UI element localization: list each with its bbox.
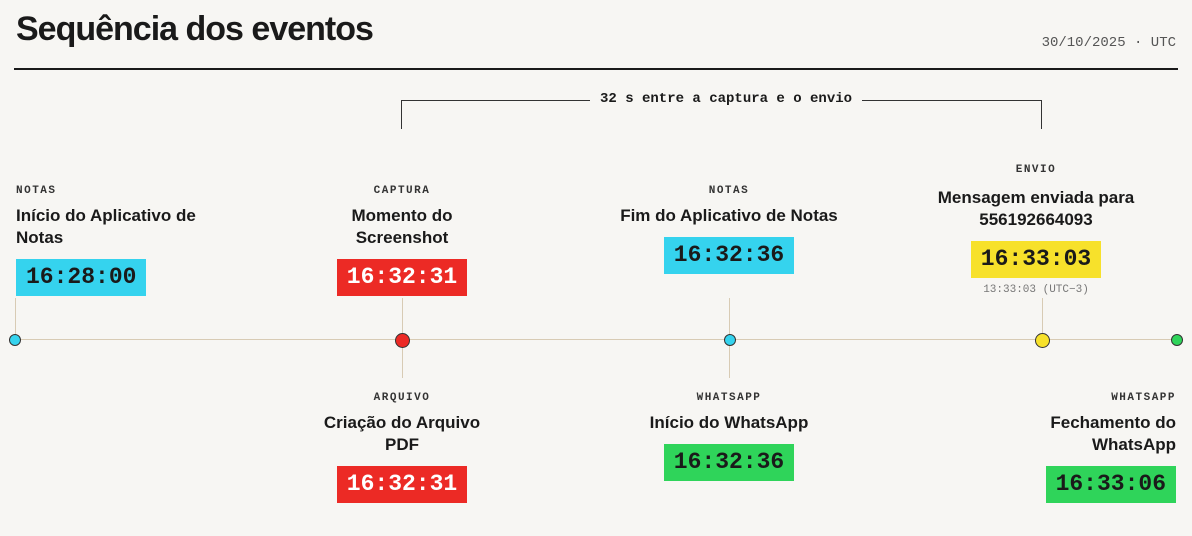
event-name: Fim do Aplicativo de Notas: [620, 206, 838, 225]
event-time: 16:28:00: [16, 259, 147, 296]
event-time: 16:32:36: [663, 237, 795, 274]
stem-whatsapp-start: [729, 340, 730, 378]
page-title: Sequência dos eventos: [16, 10, 374, 48]
event-name: Mensagem enviada para 556192664093: [937, 188, 1135, 229]
event-captura: CAPTURA Momento do Screenshot 16:32:31: [292, 185, 512, 296]
event-category: ARQUIVO: [373, 392, 431, 404]
stem-captura-bottom: [402, 340, 403, 378]
stem-envio: [1042, 298, 1043, 339]
event-whatsapp-end: WHATSAPP Fechamento do WhatsApp 16:33:06: [996, 392, 1176, 503]
dot-notas-start: [9, 334, 21, 346]
event-category: NOTAS: [16, 185, 57, 197]
event-name: Momento do Screenshot: [351, 206, 453, 247]
event-category: CAPTURA: [373, 185, 431, 197]
dot-notas-end: [724, 334, 736, 346]
event-name: Fechamento do WhatsApp: [1050, 413, 1176, 454]
stem-notas-start: [15, 298, 16, 339]
event-time: 16:32:36: [663, 444, 795, 481]
event-category: WHATSAPP: [696, 392, 762, 404]
header-rule: [14, 68, 1178, 70]
timeline-axis: [14, 339, 1178, 340]
stem-notas-end: [729, 298, 730, 339]
event-time: 16:33:03: [970, 241, 1102, 278]
event-name: Criação do Arquivo PDF: [323, 413, 481, 454]
dot-envio: [1035, 333, 1050, 348]
interval-label: 32 s entre a captura e o envio: [590, 91, 863, 107]
event-arquivo: ARQUIVO Criação do Arquivo PDF 16:32:31: [292, 392, 512, 503]
event-category: ENVIO: [1015, 164, 1057, 176]
event-name: Início do WhatsApp: [649, 413, 809, 432]
event-name: Início do Aplicativo de Notas: [16, 206, 196, 247]
event-time: 16:32:31: [336, 259, 468, 296]
event-whatsapp-start: WHATSAPP Início do WhatsApp 16:32:36: [619, 392, 839, 481]
event-notas-end: NOTAS Fim do Aplicativo de Notas 16:32:3…: [619, 185, 839, 274]
dot-whatsapp-end: [1171, 334, 1183, 346]
event-category: WHATSAPP: [1111, 392, 1176, 404]
event-local-time: 13:33:03 (UTC−3): [983, 284, 1089, 296]
event-notas-start: NOTAS Início do Aplicativo de Notas 16:2…: [16, 185, 246, 296]
date-label: 30/10/2025 · UTC: [1041, 35, 1176, 51]
dot-captura: [395, 333, 410, 348]
event-envio: ENVIO Mensagem enviada para 556192664093…: [916, 164, 1156, 296]
event-time: 16:33:06: [1045, 466, 1176, 503]
stem-captura-top: [402, 298, 403, 339]
event-category: NOTAS: [708, 185, 750, 197]
event-time: 16:32:31: [336, 466, 468, 503]
